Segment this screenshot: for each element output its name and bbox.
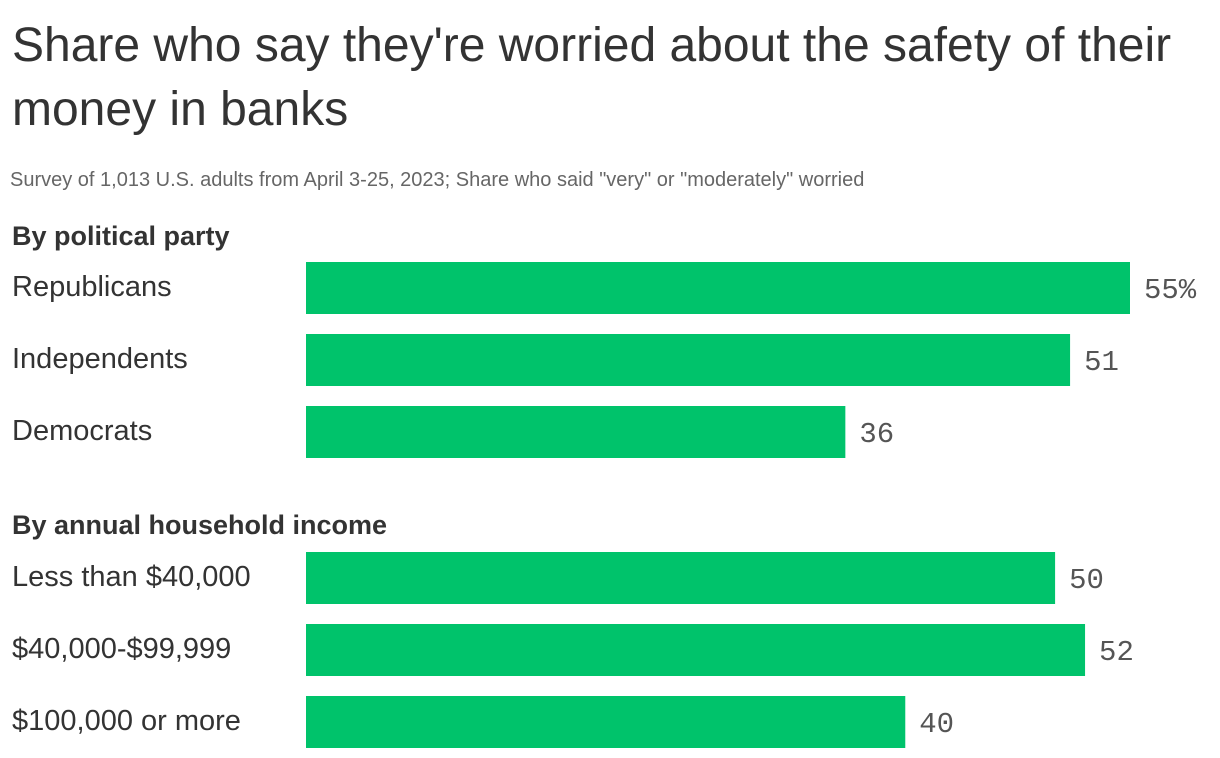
- value-label: 52: [1099, 636, 1134, 669]
- bar: [306, 696, 906, 748]
- value-label: 51: [1084, 346, 1119, 379]
- value-label: 40: [919, 708, 954, 741]
- bar: [306, 334, 1071, 386]
- category-label: Democrats: [12, 415, 152, 447]
- value-label: 55%: [1144, 274, 1197, 307]
- group-heading: By annual household income: [12, 510, 387, 540]
- chart-subtitle: Survey of 1,013 U.S. adults from April 3…: [10, 169, 865, 191]
- group-heading: By political party: [12, 221, 230, 251]
- bar: [306, 624, 1086, 676]
- category-label: Less than $40,000: [12, 561, 251, 593]
- value-label: 50: [1069, 564, 1104, 597]
- bar: [306, 552, 1056, 604]
- bar: [306, 406, 846, 458]
- category-label: $100,000 or more: [12, 705, 241, 737]
- category-label: Republicans: [12, 271, 172, 303]
- bar: [306, 262, 1130, 314]
- category-label: Independents: [12, 343, 188, 375]
- category-label: $40,000-$99,999: [12, 633, 231, 665]
- chart-title: Share who say they're worried about the …: [12, 19, 1172, 136]
- value-label: 36: [859, 418, 894, 451]
